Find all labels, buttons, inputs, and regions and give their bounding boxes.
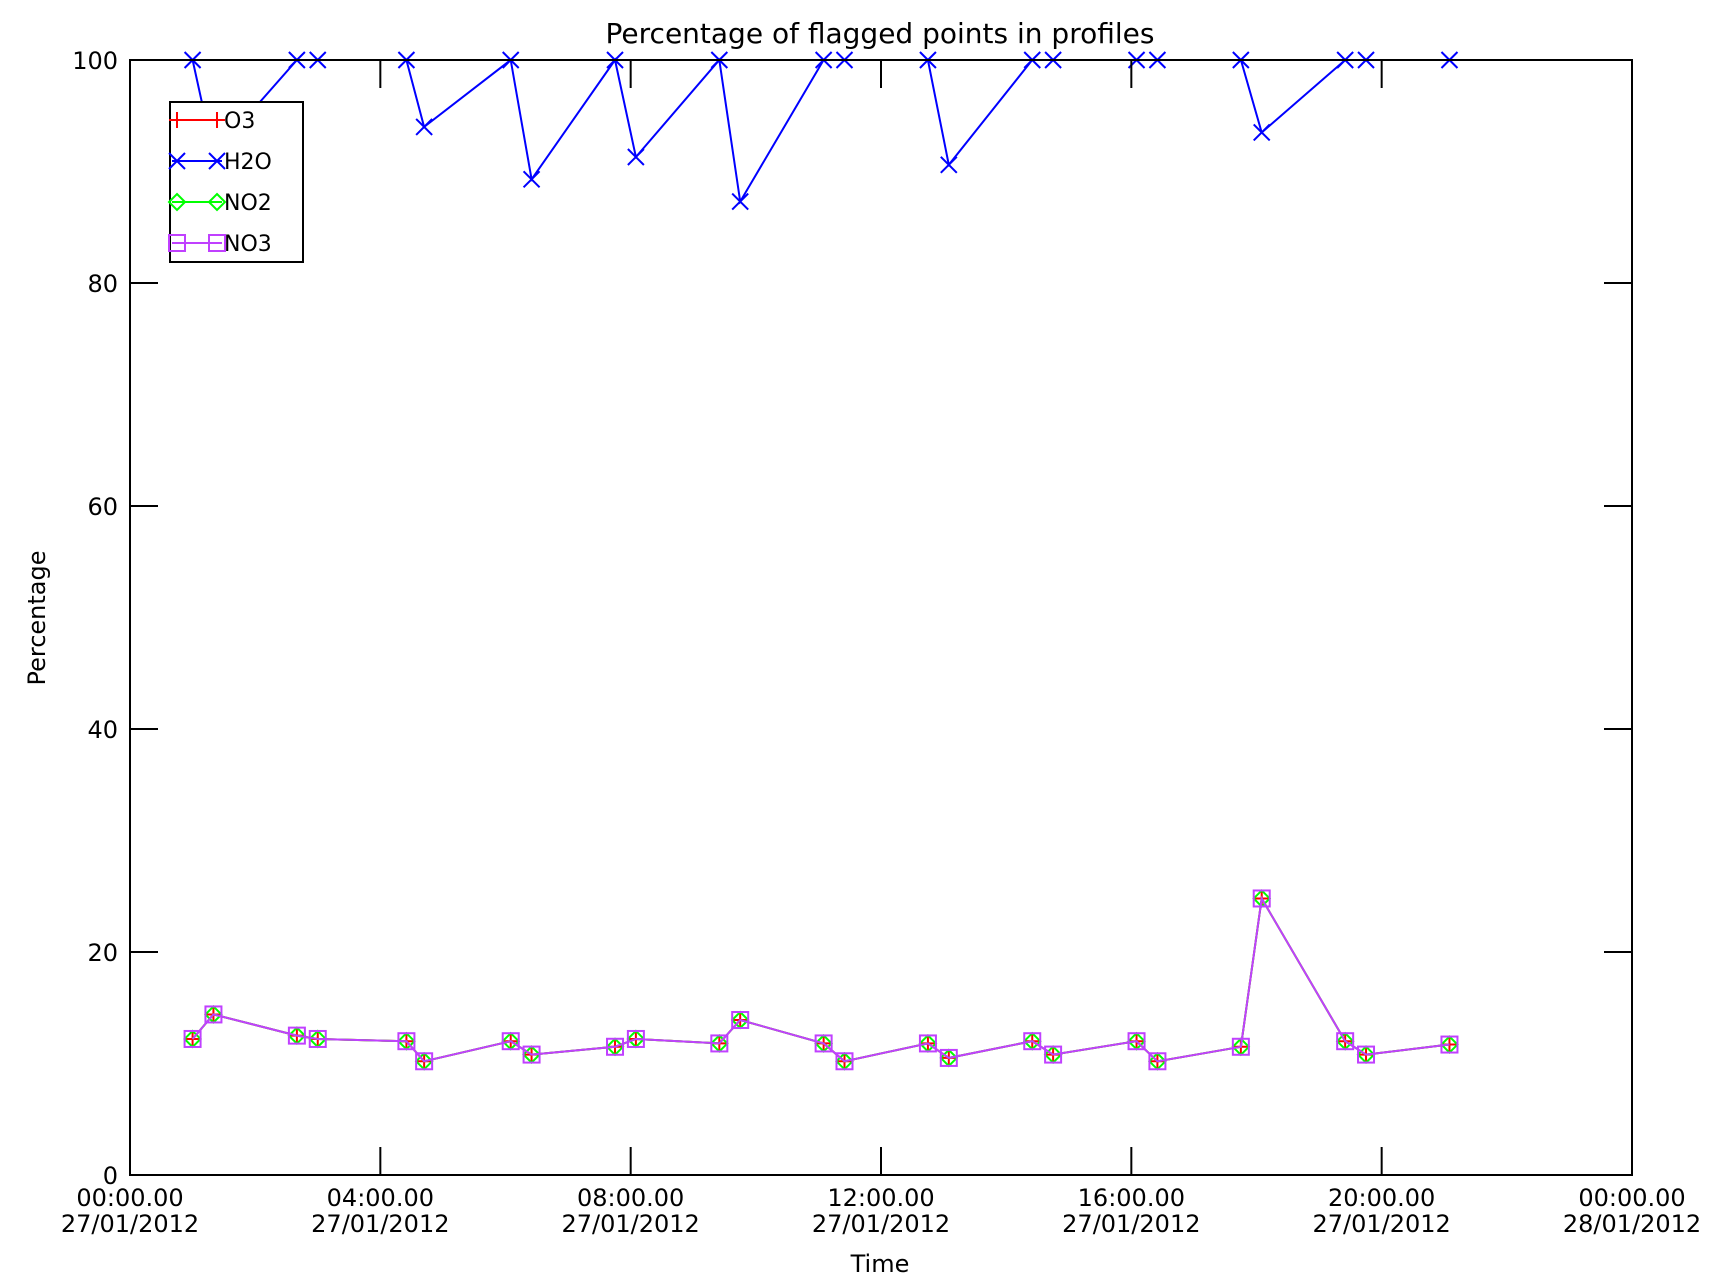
y-tick-label: 20	[87, 939, 118, 967]
y-tick-label: 60	[87, 493, 118, 521]
series-no3	[183, 889, 1459, 1071]
chart-title: Percentage of flagged points in profiles	[606, 17, 1155, 50]
legend-marker	[167, 192, 187, 212]
legend-marker	[208, 152, 226, 170]
legend: O3 H2O NO2 NO3	[167, 101, 304, 263]
x-tick-label-date: 27/01/2012	[812, 1210, 950, 1238]
x-tick-label-date: 28/01/2012	[1563, 1210, 1701, 1238]
data-point-no3	[1044, 1045, 1063, 1064]
data-point-no3	[522, 1045, 541, 1064]
data-point-h2o	[940, 156, 958, 174]
legend-label: H2O	[224, 150, 272, 175]
data-point-no3	[1231, 1037, 1250, 1056]
data-point-no3	[918, 1034, 937, 1053]
y-tick-label: 100	[72, 47, 118, 75]
data-point-h2o	[731, 192, 749, 211]
data-point-no3	[1336, 1032, 1355, 1051]
x-tick-label-date: 27/01/2012	[562, 1210, 700, 1238]
x-tick-label-time: 16:00.00	[1078, 1184, 1185, 1212]
legend-entry-no3: NO3	[168, 232, 272, 257]
legend-marker	[209, 112, 225, 128]
x-tick-label-time: 12:00.00	[827, 1184, 934, 1212]
data-point-h2o	[522, 170, 541, 189]
data-point-no3	[1357, 1045, 1376, 1064]
data-point-no3	[1023, 1032, 1042, 1051]
data-point-no3	[1252, 889, 1271, 908]
x-axis-label: Time	[850, 1250, 910, 1278]
legend-label: O3	[224, 109, 255, 134]
x-tick-label-date: 27/01/2012	[1313, 1210, 1451, 1238]
legend-label: NO3	[224, 232, 272, 257]
data-point-no3	[606, 1037, 625, 1056]
data-point-no3	[731, 1011, 750, 1030]
plot-frame	[129, 59, 1633, 1176]
x-tick-label-date: 27/01/2012	[311, 1210, 449, 1238]
x-tick-label-time: 08:00.00	[577, 1184, 684, 1212]
x-tick-label-time: 00:00.00	[76, 1184, 183, 1212]
data-point-no3	[626, 1029, 645, 1048]
data-point-no3	[1440, 1035, 1459, 1054]
data-point-no3	[710, 1034, 729, 1053]
series-layer	[183, 51, 1459, 1071]
series-h2o	[183, 51, 1459, 211]
x-tick-label-date: 27/01/2012	[61, 1210, 199, 1238]
data-point-no3	[835, 1052, 854, 1071]
data-point-no3	[814, 1034, 833, 1053]
y-axis-ticks: 0 20 40 60 80 100	[72, 47, 1632, 1190]
legend-marker	[208, 234, 226, 252]
y-tick-label: 80	[87, 270, 118, 298]
data-point-no3	[308, 1029, 327, 1048]
data-point-no3	[287, 1026, 306, 1045]
data-point-no3	[415, 1052, 434, 1071]
legend-marker	[168, 152, 186, 170]
y-axis-label: Percentage	[23, 550, 51, 685]
data-point-h2o	[1253, 123, 1271, 142]
data-point-no3	[1127, 1032, 1146, 1051]
data-point-h2o	[627, 148, 645, 166]
legend-marker	[169, 112, 185, 128]
data-point-no3	[939, 1048, 958, 1067]
data-point-no3	[1148, 1052, 1167, 1071]
legend-entry-no2: NO2	[167, 191, 272, 216]
data-point-no3	[501, 1032, 520, 1051]
y-tick-label: 40	[87, 716, 118, 744]
x-axis-ticks: 00:00.0027/01/201204:00.0027/01/201208:0…	[61, 60, 1701, 1238]
series-line-no3	[191, 895, 1450, 1063]
y-tick-label: 0	[103, 1162, 118, 1190]
data-point-h2o	[415, 118, 433, 136]
x-tick-label-time: 00:00.00	[1578, 1184, 1685, 1212]
legend-entry-h2o: H2O	[168, 150, 272, 175]
legend-marker	[168, 234, 186, 252]
x-tick-label-time: 04:00.00	[327, 1184, 434, 1212]
legend-marker	[207, 192, 227, 212]
legend-box	[169, 101, 304, 263]
legend-entry-o3: O3	[169, 109, 255, 134]
legend-label: NO2	[224, 191, 272, 216]
legend-entries: O3 H2O NO2 NO3	[167, 109, 272, 257]
data-point-no3	[397, 1032, 416, 1051]
x-tick-label-date: 27/01/2012	[1062, 1210, 1200, 1238]
data-point-no3	[183, 1029, 202, 1048]
x-tick-label-time: 20:00.00	[1328, 1184, 1435, 1212]
data-point-no3	[204, 1005, 223, 1024]
